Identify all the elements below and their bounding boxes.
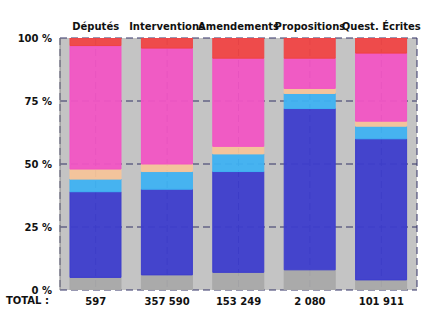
svg-text:50 %: 50 % (25, 159, 52, 170)
svg-text:2 080: 2 080 (294, 296, 325, 307)
svg-text:100 %: 100 % (18, 33, 52, 44)
svg-text:Quest. Écrites: Quest. Écrites (342, 20, 421, 32)
svg-text:0 %: 0 % (32, 285, 52, 296)
svg-text:25 %: 25 % (25, 222, 52, 233)
svg-text:Propositions: Propositions (275, 21, 346, 32)
svg-text:75 %: 75 % (25, 96, 52, 107)
svg-text:Amendements: Amendements (198, 21, 279, 32)
svg-text:153 249: 153 249 (216, 296, 261, 307)
svg-text:Députés: Députés (72, 21, 119, 32)
svg-text:357 590: 357 590 (144, 296, 189, 307)
html-text:TOTAL :: TOTAL : (6, 295, 49, 306)
svg-text:597: 597 (85, 296, 106, 307)
svg-text:101 911: 101 911 (359, 296, 404, 307)
svg-text:Interventions: Interventions (129, 21, 205, 32)
